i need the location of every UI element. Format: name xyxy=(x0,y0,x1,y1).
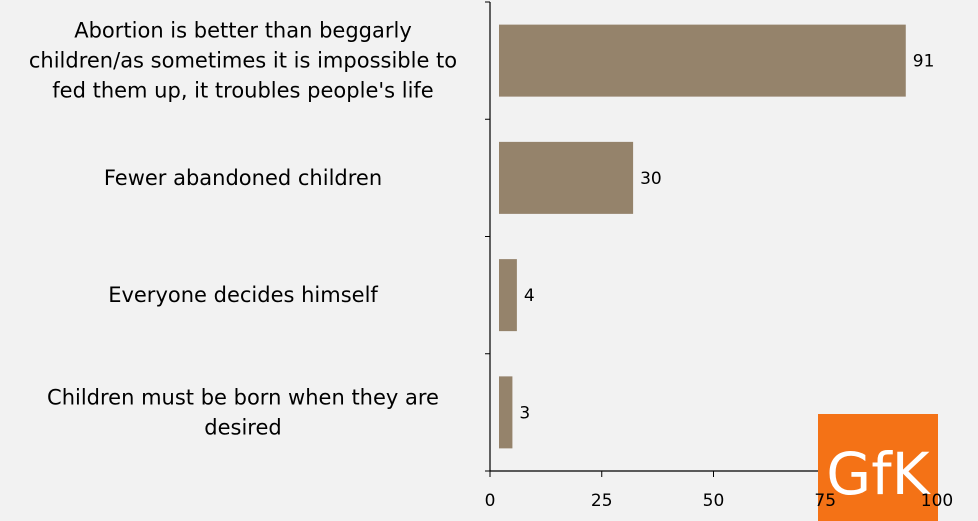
category-label-line: Abortion is better than beggarly xyxy=(74,19,412,43)
bar-3 xyxy=(499,376,513,449)
category-label-line: Children must be born when they are xyxy=(47,385,439,409)
category-label-line: Fewer abandoned children xyxy=(104,166,382,190)
category-label-2: Everyone decides himself xyxy=(108,283,378,307)
bar-2 xyxy=(499,259,517,332)
category-label-1: Fewer abandoned children xyxy=(104,166,382,190)
x-tick-label: 75 xyxy=(814,491,836,511)
category-label-0: Abortion is better than beggarly children… xyxy=(29,19,457,103)
value-label-0: 91 xyxy=(913,52,935,72)
value-labels-group: 91 30 4 3 xyxy=(519,52,934,424)
logo-text: GfK xyxy=(826,440,931,508)
x-tick-label: 0 xyxy=(485,491,496,511)
category-label-line: fed them up, it troubles people's life xyxy=(52,79,433,103)
category-label-line: children/as sometimes it is impossible t… xyxy=(29,49,457,73)
value-label-3: 3 xyxy=(519,403,530,423)
bar-1 xyxy=(499,141,634,214)
bar-0 xyxy=(499,24,906,97)
bars-group xyxy=(499,24,906,449)
category-label-3: Children must be born when they are desir… xyxy=(47,385,439,439)
x-tick-label: 100 xyxy=(921,491,953,511)
category-label-line: desired xyxy=(204,415,281,439)
x-tick-label: 50 xyxy=(703,491,725,511)
gfk-logo: GfK xyxy=(818,414,938,521)
category-label-line: Everyone decides himself xyxy=(108,283,378,307)
tick-labels-group: 0 25 50 75 100 xyxy=(485,491,954,511)
value-label-2: 4 xyxy=(524,286,535,306)
value-label-1: 30 xyxy=(640,169,662,189)
logo-background xyxy=(818,414,938,521)
x-tick-label: 25 xyxy=(591,491,613,511)
category-labels-group: Abortion is better than beggarly children… xyxy=(29,19,457,440)
